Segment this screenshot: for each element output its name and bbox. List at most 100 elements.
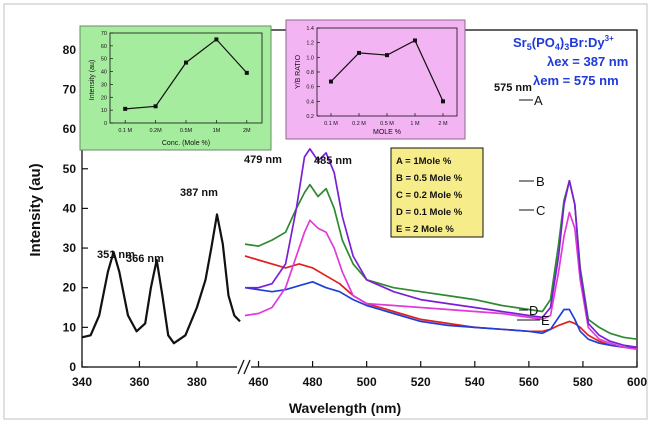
inset-intensity-x-tick-label-0: 0.1 M xyxy=(118,128,132,134)
title-br: Br:Dy xyxy=(569,35,605,50)
title-sr-sub: 5 xyxy=(527,42,532,52)
title-bi-sub: 3 xyxy=(564,42,569,52)
curve-tags: A B C D E xyxy=(517,93,550,328)
emission-line-d xyxy=(244,280,637,349)
inset-intensity-ticks: 0 10 20 30 40 50 60 70 0.1 M 0.2M 0.5M 1M 2M xyxy=(101,31,251,134)
legend-entry-e: E = 2 Mole % xyxy=(396,224,454,235)
x-tick-label-right-4: 540 xyxy=(465,375,485,389)
title-po: (PO xyxy=(532,35,555,50)
x-tick-label-right-5: 560 xyxy=(519,375,539,389)
x-tick-label-left-1: 360 xyxy=(129,375,149,389)
figure-frame xyxy=(3,3,648,420)
y-tick-label-8: 80 xyxy=(63,43,77,57)
x-tick-label-right-1: 480 xyxy=(303,375,323,389)
inset-yb-point-0 xyxy=(329,79,333,84)
series-layer xyxy=(81,148,638,351)
peak-label-387: 387 nm xyxy=(180,187,218,199)
legend-entry-a: A = 1Mole % xyxy=(396,156,452,167)
legend-entry-d: D = 0.1 Mole % xyxy=(396,207,463,218)
inset-intensity-series xyxy=(123,37,249,111)
title-sup: 3+ xyxy=(605,34,614,43)
inset-yb-y-tick-label-6: 1.4 xyxy=(306,26,314,32)
inset-yb-x-tick-label-0: 0.1 M xyxy=(324,121,338,127)
title-po-sub: 4 xyxy=(555,42,560,52)
inset-intensity-y-tick-label-6: 60 xyxy=(101,44,107,50)
svg-text:Sr5(PO4)3Br:Dy3+: Sr5(PO4)3Br:Dy3+ xyxy=(513,34,614,52)
inset-yb-ylabel: Y/B RATIO xyxy=(295,54,302,89)
inset-intensity-point-1 xyxy=(153,104,158,109)
x-tick-label-right-0: 460 xyxy=(249,375,269,389)
x-tick-label-right-2: 500 xyxy=(357,375,377,389)
inset-yb-y-tick-label-1: 0.4 xyxy=(306,99,314,105)
x-tick-label-right-7: 600 xyxy=(627,375,647,389)
peak-label-485: 485 nm xyxy=(314,155,352,167)
peak-label-351: 351 nm xyxy=(97,249,135,261)
curve-tag-e: E xyxy=(541,313,550,328)
inset-intensity-y-tick-label-1: 10 xyxy=(101,108,107,114)
x-tick-label-left-2: 380 xyxy=(187,375,207,389)
inset-intensity-x-tick-label-2: 0.5M xyxy=(180,128,193,134)
inset-yb-x-tick-label-4: 2 M xyxy=(438,121,448,127)
y-tick-label-2: 20 xyxy=(63,281,77,295)
inset-intensity-y-tick-label-2: 20 xyxy=(101,95,107,101)
peak-label-575: 575 nm xyxy=(494,82,532,94)
emission-line-a xyxy=(245,148,638,349)
y-tick-label-4: 40 xyxy=(63,201,77,215)
inset-yb-y-tick-label-3: 0.8 xyxy=(306,70,314,76)
inset-intensity-y-tick-label-3: 30 xyxy=(101,82,107,88)
x-tick-label-right-3: 520 xyxy=(411,375,431,389)
title-sr: Sr xyxy=(513,35,527,50)
curve-tag-d: D xyxy=(529,303,538,318)
inset-intensity-x-tick-label-1: 0.2M xyxy=(149,128,162,134)
inset-intensity-ylabel: Intensity (au) xyxy=(89,60,96,100)
inset-yb-y-tick-label-4: 1.0 xyxy=(306,55,314,61)
inset-yb-x-tick-label-2: 0.5 M xyxy=(380,121,394,127)
x-tick-label-left-0: 340 xyxy=(72,375,92,389)
inset-yb-point-4 xyxy=(441,99,445,104)
inset-yb-x-tick-label-1: 0.2 M xyxy=(352,121,366,127)
inset-yb-y-tick-label-2: 0.6 xyxy=(306,85,314,91)
inset-intensity: 0 10 20 30 40 50 60 70 0.1 M 0.2M 0.5M 1M 2M Intensi… xyxy=(79,25,272,151)
y-tick-label-6: 60 xyxy=(63,122,77,136)
curve-tag-c: C xyxy=(536,203,545,218)
curve-tag-a: A xyxy=(534,93,543,108)
inset-yb-point-1 xyxy=(357,50,361,55)
y-tick-label-1: 10 xyxy=(63,320,77,334)
inset-yb-x-tick-label-3: 1 M xyxy=(410,121,420,127)
inset-intensity-y-tick-label-0: 0 xyxy=(104,121,107,127)
peak-label-479: 479 nm xyxy=(244,154,282,166)
inset-intensity-x-tick-label-4: 2M xyxy=(243,128,251,134)
inset-intensity-point-4 xyxy=(244,70,249,75)
curve-tag-b: B xyxy=(536,174,545,189)
inset-yb-xlabel: MOLE % xyxy=(373,129,401,136)
inset-intensity-point-3 xyxy=(214,37,219,42)
compound-title: Sr5(PO4)3Br:Dy3+ λex = 387 nm λem = 575 … xyxy=(513,34,628,88)
inset-intensity-x-tick-label-3: 1M xyxy=(213,128,221,134)
inset-yb-y-tick-label-0: 0.2 xyxy=(306,114,314,120)
inset-yb-point-3 xyxy=(413,38,417,43)
x-axis-title: Wavelength (nm) xyxy=(289,400,401,416)
inset-yb-series xyxy=(329,38,445,104)
y-axis-title: Intensity (au) xyxy=(27,163,44,256)
y-tick-label-5: 50 xyxy=(63,162,77,176)
y-tick-label-7: 70 xyxy=(63,82,77,96)
inset-intensity-y-tick-label-4: 40 xyxy=(101,70,107,76)
x-tick-label-right-6: 580 xyxy=(573,375,593,389)
inset-intensity-y-tick-label-7: 70 xyxy=(101,31,107,37)
inset-intensity-y-tick-label-5: 50 xyxy=(101,57,107,63)
inset-intensity-point-2 xyxy=(184,60,188,65)
y-tick-label-3: 30 xyxy=(63,241,77,255)
y-tick-label-0: 0 xyxy=(69,360,76,374)
axis-break xyxy=(237,359,251,375)
peak-label-366: 366 nm xyxy=(126,253,164,265)
excitation-label: λex = 387 nm xyxy=(547,54,628,69)
excitation-spectrum-line xyxy=(81,213,241,345)
emission-label: λem = 575 nm xyxy=(533,73,619,88)
legend: A = 1Mole % B = 0.5 Mole % C = 0.2 Mole … xyxy=(390,147,484,238)
legend-entry-b: B = 0.5 Mole % xyxy=(396,173,463,184)
inset-yb-ratio: 0.2 0.4 0.6 0.8 1.0 1.2 1.4 0.1 M 0.2 M 0.5 M 1 M 2… xyxy=(285,19,466,140)
inset-yb-y-tick-label-5: 1.2 xyxy=(306,41,314,47)
inset-yb-ticks: 0.2 0.4 0.6 0.8 1.0 1.2 1.4 0.1 M 0.2 M 0.5 M 1 M 2… xyxy=(306,26,448,127)
legend-entry-c: C = 0.2 Mole % xyxy=(396,190,463,201)
